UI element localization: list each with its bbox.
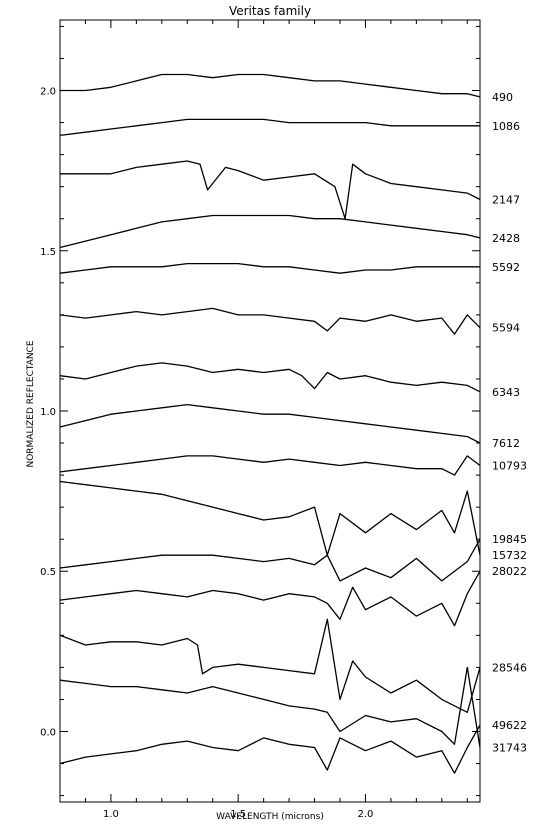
spectrum-line-10793: [59, 455, 481, 476]
series-labels: 490 1086 2147 2428 5592 5594 6343 7612 10793 1573…: [492, 91, 527, 755]
spectrum-line-6343: [59, 362, 481, 393]
series-label-31743: 31743: [492, 742, 527, 755]
series-label-6343: 6343: [492, 386, 520, 399]
series-label-2428: 2428: [492, 232, 520, 245]
chart-title: Veritas family: [229, 4, 311, 18]
spectrum-line-31743: [59, 666, 481, 748]
spectra-lines: [59, 73, 481, 774]
spectrum-line-19845: [59, 538, 481, 582]
series-label-5594: 5594: [492, 322, 520, 335]
x-tick-label: 1.5: [230, 809, 246, 820]
y-tick-label: 1.5: [40, 247, 56, 258]
y-tick-label: 1.0: [40, 407, 56, 418]
spectrum-line-2428: [59, 214, 481, 249]
series-label-490: 490: [492, 91, 513, 104]
spectrum-line-49622: [59, 724, 481, 774]
x-axis-label: WAVELENGTH (microns): [216, 812, 324, 822]
y-tick-label: 0.0: [40, 727, 56, 738]
series-label-28022: 28022: [492, 565, 527, 578]
spectrum-line-5594: [59, 307, 481, 335]
spectrum-line-5592: [59, 262, 480, 274]
axis-ticks: 1.0 1.5 2.0 0.0 0.5 1.0 1.5 2.0: [40, 20, 480, 820]
series-label-5592: 5592: [492, 261, 520, 274]
y-tick-label: 2.0: [40, 87, 56, 98]
spectrum-line-490: [60, 73, 481, 98]
spectrum-line-28546: [59, 618, 481, 713]
x-tick-label: 2.0: [358, 809, 374, 820]
series-label-2147: 2147: [492, 193, 520, 206]
series-label-10793: 10793: [492, 459, 527, 472]
spectrum-line-28022: [59, 570, 481, 627]
series-label-7612: 7612: [492, 437, 520, 450]
spectrum-line-7612: [59, 403, 481, 444]
spectrum-line-1086: [59, 118, 480, 137]
series-label-15732: 15732: [492, 549, 527, 562]
series-label-28546: 28546: [492, 661, 527, 674]
y-tick-label: 0.5: [40, 567, 56, 578]
series-label-1086: 1086: [492, 120, 520, 133]
spectrum-line-2147: [60, 160, 481, 220]
y-axis-label: NORMALIZED REFLECTANCE: [26, 340, 36, 467]
x-tick-label: 1.0: [103, 809, 119, 820]
series-label-19845: 19845: [492, 533, 527, 546]
series-label-49622: 49622: [492, 719, 527, 732]
spectrum-line-15732: [59, 480, 481, 556]
